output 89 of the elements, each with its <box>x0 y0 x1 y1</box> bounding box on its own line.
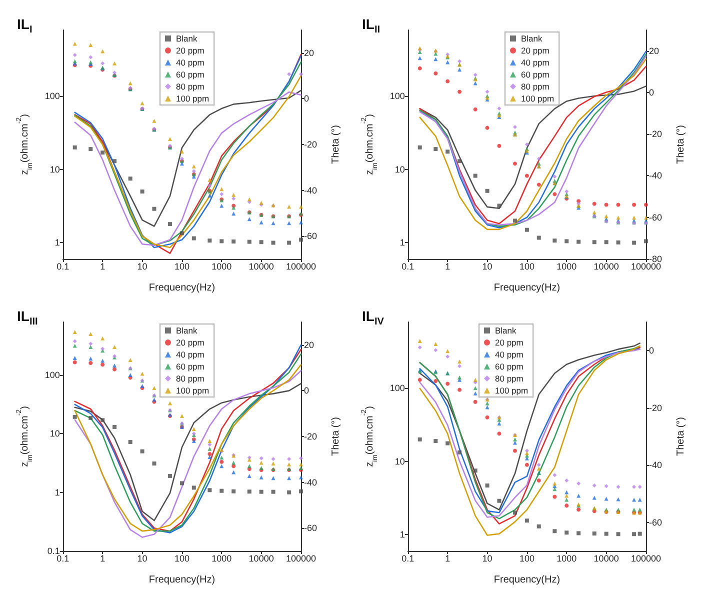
legend-label: 60 ppm <box>521 70 550 80</box>
x-axis-title: Frequency(Hz) <box>148 282 216 294</box>
y2-tick-label: 0 <box>304 94 310 104</box>
y2-axis-title: Theta (°) <box>330 124 342 164</box>
x-tick-label: 1000 <box>556 554 577 564</box>
legend-label: 80 ppm <box>495 374 524 384</box>
y2-tick-label: 20 <box>304 48 314 58</box>
y-tick-label: 1 <box>400 238 405 248</box>
legend-label: 60 ppm <box>176 362 204 372</box>
legend-label: 60 ppm <box>495 362 524 372</box>
x-tick-label: 100000 <box>630 554 662 564</box>
x-tick-label: 1000 <box>556 262 577 272</box>
x-tick-label: 100 <box>174 262 190 272</box>
x-axis-title: Frequency(Hz) <box>148 574 216 586</box>
y2-tick-label: -20 <box>649 129 662 140</box>
legend-label: 80 ppm <box>521 82 550 92</box>
x-tick-label: 10000 <box>248 262 274 272</box>
legend-label: 60 ppm <box>176 70 204 80</box>
legend-label: 100 ppm <box>176 386 210 396</box>
y-tick-label: 100 <box>390 91 405 102</box>
y2-tick-label: -60 <box>649 517 662 528</box>
x-tick-label: 100000 <box>630 262 662 272</box>
x-tick-label: 1 <box>100 554 106 564</box>
x-tick-label: 10 <box>137 554 148 564</box>
y2-tick-label: -40 <box>304 477 318 488</box>
y2-tick-label: 20 <box>304 340 314 350</box>
y2-tick-label: -20 <box>304 140 318 150</box>
legend-label: Blank <box>176 326 198 336</box>
y2-axis-title: Theta (°) <box>330 416 342 456</box>
x-tick-label: 10 <box>137 262 148 272</box>
y-tick-label: 100 <box>44 370 60 380</box>
y2-tick-label: -80 <box>649 254 662 264</box>
y-tick-label: 10 <box>394 164 405 174</box>
y-tick-label: 1 <box>400 530 405 540</box>
y2-tick-label: -40 <box>649 460 662 470</box>
y2-tick-label: -40 <box>304 185 318 196</box>
y2-tick-label: 20 <box>649 46 660 56</box>
legend-label: 80 ppm <box>176 374 204 384</box>
legend-label: Blank <box>176 34 198 44</box>
y2-tick-label: -60 <box>649 212 662 222</box>
x-tick-label: 10 <box>482 262 492 272</box>
x-tick-label: 1000 <box>212 262 232 272</box>
y2-tick-label: -20 <box>649 402 662 413</box>
y-tick-label: 0.1 <box>47 546 60 556</box>
y-tick-label: 10 <box>50 428 60 439</box>
x-tick-label: 100 <box>519 554 534 564</box>
y2-tick-label: 0 <box>649 346 654 356</box>
y-tick-label: 10 <box>394 456 405 466</box>
legend-label: 20 ppm <box>176 46 204 56</box>
y2-tick-label: -60 <box>304 231 318 242</box>
y-tick-label: 1 <box>54 487 60 498</box>
legend-label: 20 ppm <box>495 338 524 348</box>
legend-label: 40 ppm <box>521 58 550 68</box>
y2-axis-title: Theta (°) <box>676 124 686 164</box>
x-tick-label: 1 <box>445 262 450 272</box>
legend-label: 20 ppm <box>521 46 550 56</box>
x-tick-label: 10 <box>482 554 492 564</box>
legend-label: 100 ppm <box>176 94 210 104</box>
x-axis-title: Frequency(Hz) <box>494 282 560 294</box>
y2-tick-label: -60 <box>304 523 318 534</box>
x-tick-label: 100000 <box>286 262 316 272</box>
legend-label: 100 ppm <box>521 94 554 104</box>
y-tick-label: 1 <box>54 238 60 248</box>
legend-label: Blank <box>495 326 518 336</box>
legend-label: Blank <box>521 34 544 44</box>
x-tick-label: 10000 <box>594 262 619 272</box>
x-tick-label: 100 <box>519 262 534 272</box>
y2-tick-label: 0 <box>649 87 654 98</box>
y-tick-label: 100 <box>44 91 60 102</box>
y2-tick-label: 0 <box>304 386 310 396</box>
x-tick-label: 1000 <box>212 554 232 564</box>
y-tick-label: 10 <box>50 164 60 174</box>
legend-label: 20 ppm <box>176 338 204 348</box>
legend-label: 80 ppm <box>176 82 204 92</box>
y2-axis-title: Theta (°) <box>676 416 686 456</box>
legend-label: 40 ppm <box>176 350 204 360</box>
x-tick-label: 10000 <box>248 554 274 564</box>
x-tick-label: 100 <box>174 554 190 564</box>
x-axis-title: Frequency(Hz) <box>494 574 560 586</box>
legend-label: 40 ppm <box>495 350 524 360</box>
x-tick-label: 1 <box>445 554 450 564</box>
x-tick-label: 100000 <box>286 554 316 564</box>
legend-label: 100 ppm <box>495 386 528 396</box>
legend-label: 40 ppm <box>176 58 204 68</box>
y2-tick-label: -40 <box>649 170 662 181</box>
x-tick-label: 1 <box>100 262 106 272</box>
x-tick-label: 10000 <box>594 554 619 564</box>
y-tick-label: 100 <box>390 383 405 394</box>
y2-tick-label: -20 <box>304 432 318 442</box>
